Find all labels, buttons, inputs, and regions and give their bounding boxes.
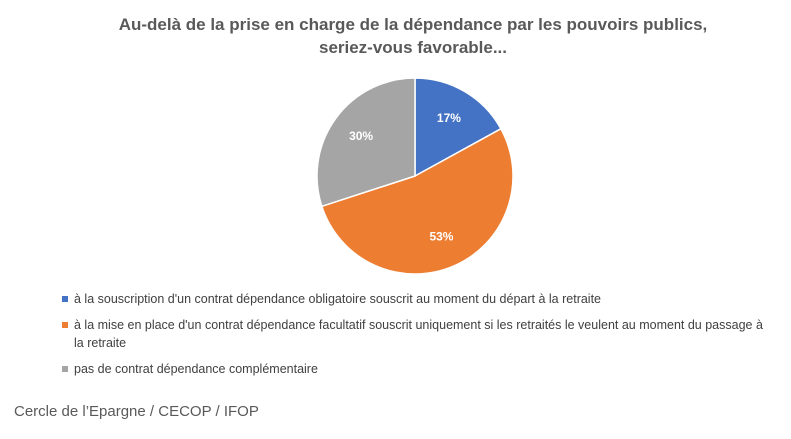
chart-title: seriez-vous favorable...	[319, 38, 507, 57]
legend-swatch	[62, 296, 68, 302]
legend: à la souscription d'un contrat dépendanc…	[62, 290, 772, 386]
legend-label: à la souscription d'un contrat dépendanc…	[74, 292, 602, 306]
legend-item: à la souscription d'un contrat dépendanc…	[62, 290, 772, 308]
data-label: 17%	[437, 111, 461, 125]
chart: Au-delà de la prise en charge de la dépe…	[119, 15, 708, 275]
data-label: 53%	[429, 229, 453, 243]
pie-slice	[316, 77, 416, 208]
data-label: 30%	[349, 129, 373, 143]
pie-slice	[414, 77, 502, 178]
legend-item: à la mise en place d'un contrat dépendan…	[62, 316, 772, 352]
legend-swatch	[62, 322, 68, 328]
legend-label: pas de contrat dépendance complémentaire	[74, 362, 318, 376]
legend-item: pas de contrat dépendance complémentaire	[62, 360, 772, 378]
chart-title: Au-delà de la prise en charge de la dépe…	[119, 15, 708, 34]
source: Cercle de l’Epargne / CECOP / IFOP	[14, 403, 259, 420]
pie-slice	[320, 127, 514, 275]
legend-label: à la mise en place d'un contrat dépendan…	[74, 318, 763, 350]
legend-swatch	[62, 366, 68, 372]
